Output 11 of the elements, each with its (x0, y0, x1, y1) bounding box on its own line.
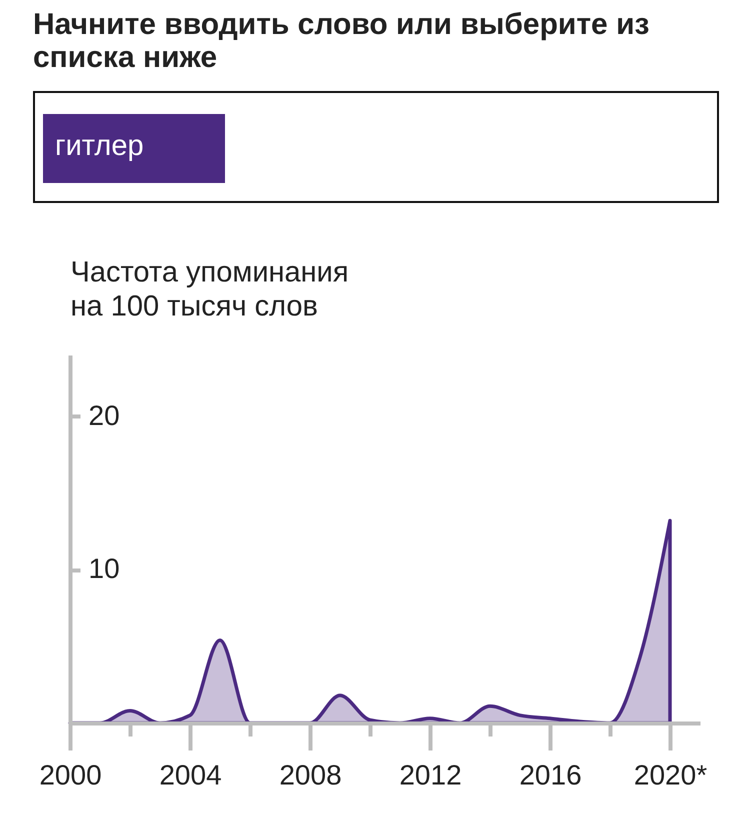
x-tick-label: 2008 (279, 760, 342, 790)
x-tick-label: 2012 (399, 760, 462, 790)
y-tick-label: 20 (88, 400, 120, 431)
y-tick-label: 10 (88, 553, 120, 584)
text: гитлер (55, 130, 144, 162)
y-axis-title: Частота упоминания на 100 тысяч слов (70, 256, 349, 322)
chart-title: Начните вводить слово или выберите из списка ниже (33, 8, 650, 74)
x-tick-label: 2020* (634, 760, 708, 790)
x-tick-label: 2016 (519, 760, 582, 790)
x-tick-label: 2000 (39, 760, 102, 790)
x-tick-label: 2004 (159, 760, 222, 790)
